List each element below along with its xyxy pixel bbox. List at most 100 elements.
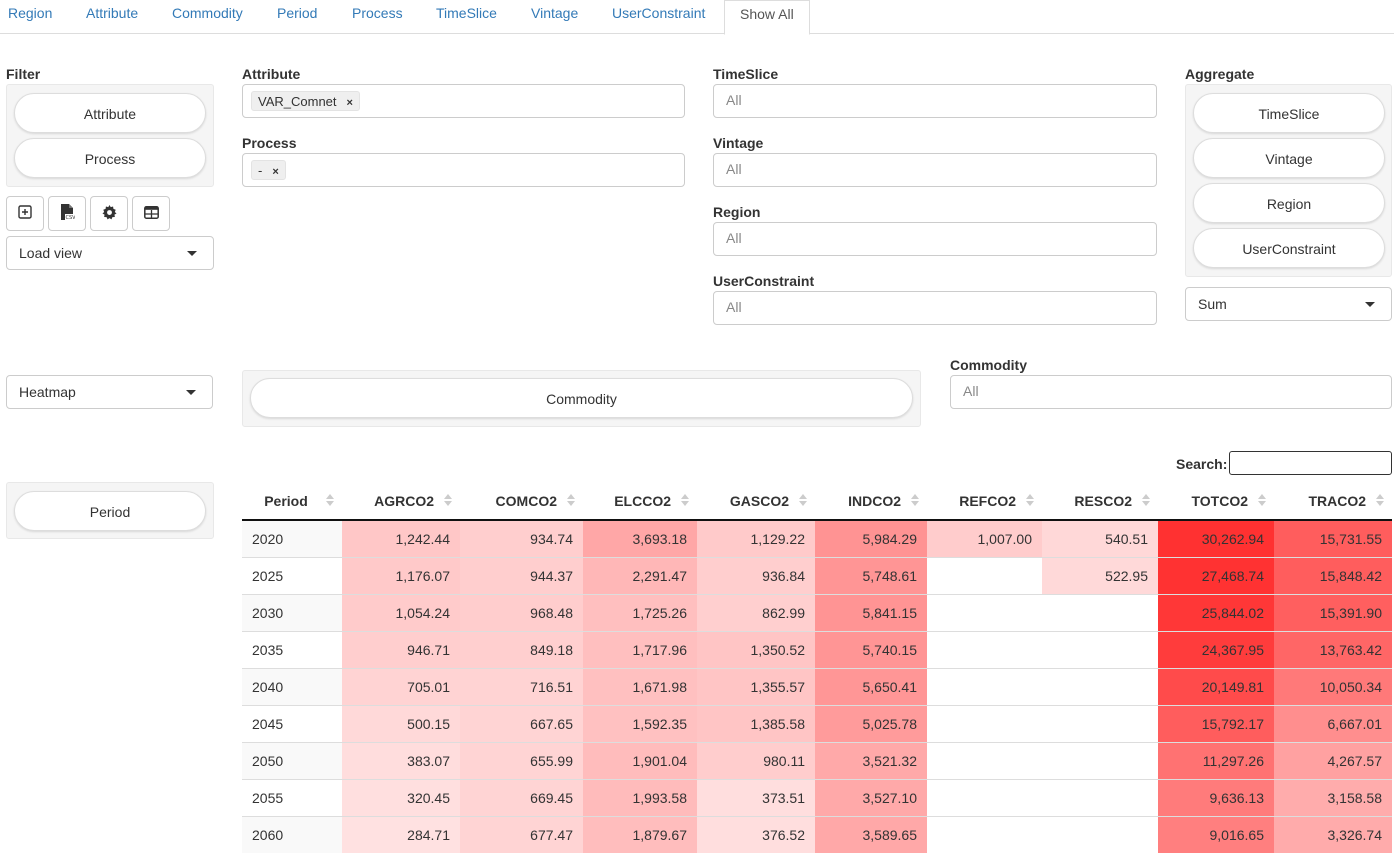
value-cell xyxy=(1042,667,1158,705)
value-cell xyxy=(927,815,1042,853)
tab-process[interactable]: Process xyxy=(352,5,403,21)
value-cell: 3,589.65 xyxy=(815,815,927,853)
value-cell: 862.99 xyxy=(697,593,815,631)
value-cell: 383.07 xyxy=(342,741,460,779)
column-header-agrco2[interactable]: AGRCO2 xyxy=(342,482,460,521)
column-header-indco2[interactable]: INDCO2 xyxy=(815,482,927,521)
search-input[interactable] xyxy=(1229,451,1392,475)
value-cell: 705.01 xyxy=(342,667,460,705)
value-cell: 3,527.10 xyxy=(815,778,927,816)
add-view-button[interactable] xyxy=(6,196,44,231)
aggregator-select[interactable]: Sum xyxy=(1185,287,1392,321)
table-row: 2040 705.01 716.51 1,671.98 1,355.57 5,650.41… xyxy=(242,667,1392,705)
column-dropzone[interactable]: Commodity xyxy=(242,370,921,427)
value-cell: 968.48 xyxy=(460,593,583,631)
aggregate-pill-vintage[interactable]: Vintage xyxy=(1193,138,1385,178)
sort-icon xyxy=(1026,494,1034,508)
table-body: 2020 1,242.44 934.74 3,693.18 1,129.22 5,984.… xyxy=(242,519,1392,853)
region-input[interactable]: All xyxy=(713,222,1157,256)
value-cell xyxy=(1042,704,1158,742)
aggregate-pill-timeslice[interactable]: TimeSlice xyxy=(1193,93,1385,133)
column-header-gasco2[interactable]: GASCO2 xyxy=(697,482,815,521)
aggregate-dropzone[interactable]: TimeSlice Vintage Region UserConstraint xyxy=(1185,84,1392,277)
attribute-input[interactable]: VAR_Comnet × xyxy=(242,84,685,118)
renderer-select[interactable]: Heatmap xyxy=(6,375,213,409)
value-cell xyxy=(1042,593,1158,631)
value-cell: 5,748.61 xyxy=(815,556,927,594)
value-cell: 1,879.67 xyxy=(583,815,697,853)
chevron-down-icon xyxy=(1365,302,1375,307)
value-cell: 373.51 xyxy=(697,778,815,816)
filter-dropzone[interactable]: Attribute Process xyxy=(6,84,214,187)
tab-show-all[interactable]: Show All xyxy=(724,0,810,35)
tab-attribute[interactable]: Attribute xyxy=(86,5,139,21)
table-row: 2020 1,242.44 934.74 3,693.18 1,129.22 5,984.… xyxy=(242,519,1392,557)
table-row: 2045 500.15 667.65 1,592.35 1,385.58 5,025.78… xyxy=(242,704,1392,742)
value-cell: 15,391.90 xyxy=(1274,593,1392,631)
column-header-label: TRACO2 xyxy=(1308,492,1366,509)
value-cell: 27,468.74 xyxy=(1158,556,1274,594)
timeslice-input[interactable]: All xyxy=(713,84,1157,118)
value-cell xyxy=(1042,741,1158,779)
table-view-button[interactable] xyxy=(132,196,170,231)
value-cell: 3,521.32 xyxy=(815,741,927,779)
load-view-select[interactable]: Load view xyxy=(6,236,214,270)
column-header-traco2[interactable]: TRACO2 xyxy=(1274,482,1392,521)
tab-timeslice[interactable]: TimeSlice xyxy=(436,5,497,21)
sort-icon xyxy=(326,494,334,508)
value-cell: 934.74 xyxy=(460,519,583,557)
column-header-comco2[interactable]: COMCO2 xyxy=(460,482,583,521)
column-header-totco2[interactable]: TOTCO2 xyxy=(1158,482,1274,521)
value-cell: 522.95 xyxy=(1042,556,1158,594)
value-cell: 500.15 xyxy=(342,704,460,742)
column-header-period[interactable]: Period xyxy=(242,482,342,521)
aggregate-pill-region[interactable]: Region xyxy=(1193,183,1385,223)
table-header-row: Period AGRCO2 COMCO2 ELCCO2 GASCO2 INDCO2 REFC… xyxy=(242,482,1392,521)
sort-icon xyxy=(1258,494,1266,508)
row-pill-period[interactable]: Period xyxy=(14,491,206,531)
sort-icon xyxy=(567,494,575,508)
remove-chip-icon[interactable]: × xyxy=(346,97,353,109)
value-cell: 5,650.41 xyxy=(815,667,927,705)
value-cell: 24,367.95 xyxy=(1158,630,1274,668)
value-cell: 3,158.58 xyxy=(1274,778,1392,816)
chevron-down-icon xyxy=(187,251,197,256)
tab-userconstraint[interactable]: UserConstraint xyxy=(612,5,706,21)
row-dropzone[interactable]: Period xyxy=(6,482,214,539)
process-input[interactable]: - × xyxy=(242,153,685,187)
period-cell: 2045 xyxy=(242,704,342,742)
value-cell xyxy=(1042,778,1158,816)
tab-commodity[interactable]: Commodity xyxy=(172,5,243,21)
filter-label: Filter xyxy=(6,66,41,82)
userconstraint-label: UserConstraint xyxy=(713,273,815,289)
column-header-refco2[interactable]: REFCO2 xyxy=(927,482,1042,521)
aggregate-pill-userconstraint[interactable]: UserConstraint xyxy=(1193,228,1385,268)
table-row: 2050 383.07 655.99 1,901.04 980.11 3,521.32 11… xyxy=(242,741,1392,779)
value-cell: 1,993.58 xyxy=(583,778,697,816)
remove-chip-icon[interactable]: × xyxy=(272,166,279,178)
column-header-resco2[interactable]: RESCO2 xyxy=(1042,482,1158,521)
value-cell: 540.51 xyxy=(1042,519,1158,557)
timeslice-label: TimeSlice xyxy=(713,66,779,82)
export-csv-button[interactable]: CSV xyxy=(48,196,86,231)
value-cell: 10,050.34 xyxy=(1274,667,1392,705)
vintage-input[interactable]: All xyxy=(713,153,1157,187)
column-pill-commodity[interactable]: Commodity xyxy=(250,378,913,418)
value-cell xyxy=(927,593,1042,631)
column-header-label: ELCCO2 xyxy=(614,492,671,509)
value-cell: 320.45 xyxy=(342,778,460,816)
tab-bar: Region Attribute Commodity Period Proces… xyxy=(0,0,1394,35)
filter-pill-process[interactable]: Process xyxy=(14,138,206,178)
tab-region[interactable]: Region xyxy=(8,5,53,21)
period-cell: 2050 xyxy=(242,741,342,779)
userconstraint-input[interactable]: All xyxy=(713,291,1157,325)
settings-button[interactable] xyxy=(90,196,128,231)
tab-period[interactable]: Period xyxy=(277,5,318,21)
commodity-input[interactable]: All xyxy=(950,375,1392,409)
filter-pill-attribute[interactable]: Attribute xyxy=(14,93,206,133)
sort-icon xyxy=(911,494,919,508)
column-header-elcco2[interactable]: ELCCO2 xyxy=(583,482,697,521)
process-chip: - × xyxy=(251,160,286,180)
chevron-down-icon xyxy=(186,390,196,395)
tab-vintage[interactable]: Vintage xyxy=(531,5,579,21)
